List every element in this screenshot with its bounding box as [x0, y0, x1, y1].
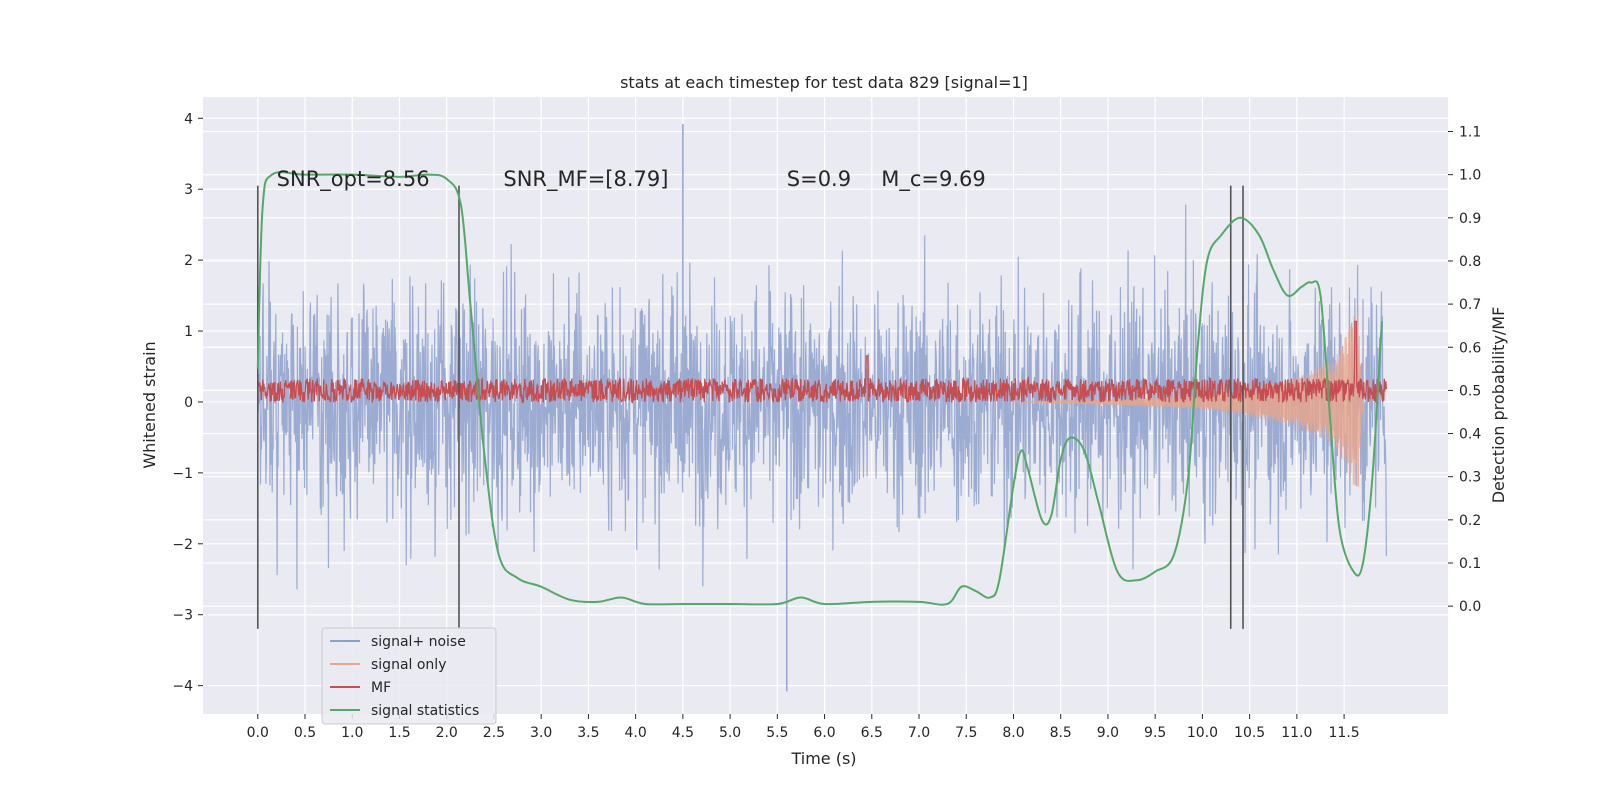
legend: signal+ noise signal only MF signal stat…: [321, 627, 497, 725]
x-tick-label: 6.0: [813, 725, 835, 741]
x-tick-label: 0.0: [247, 725, 269, 741]
x-tick-label: 3.0: [530, 725, 552, 741]
signal-statistics-line: [256, 171, 1383, 606]
y-tick-label: −3: [172, 608, 193, 624]
x-tick-label: 9.0: [1097, 725, 1119, 741]
x-tick-label: 2.5: [483, 725, 505, 741]
signal-only-line: [1013, 310, 1364, 487]
y2-tick-label: 0.9: [1459, 211, 1481, 227]
annotation-text: S=0.9: [787, 167, 851, 191]
chart-title: stats at each timestep for test data 829…: [620, 73, 1028, 92]
x-tick-label: 1.5: [388, 725, 410, 741]
y2-tick-label: 1.0: [1459, 168, 1481, 184]
x-tick-label: 4.0: [624, 725, 646, 741]
x-tick-label: 7.5: [955, 725, 977, 741]
signal-only-series: [1013, 310, 1364, 487]
y2-tick-label: 0.2: [1459, 513, 1481, 529]
y2-tick-label: 0.3: [1459, 470, 1481, 486]
x-tick-label: 1.0: [341, 725, 363, 741]
y2-tick-label: 0.1: [1459, 556, 1481, 572]
x-tick-label: 5.5: [766, 725, 788, 741]
y-axis-label: Whitened strain: [140, 341, 159, 468]
x-tick-label: 8.0: [1002, 725, 1024, 741]
x-tick-label: 2.0: [436, 725, 458, 741]
x-tick-label: 5.0: [719, 725, 741, 741]
y-tick-label: −1: [172, 466, 193, 482]
legend-label-mf: MF: [371, 680, 391, 696]
vertical-markers: [256, 185, 1244, 629]
mf-line: [257, 320, 1387, 404]
annotation-text: M_c=9.69: [881, 167, 986, 192]
y2-tick-label: 0.7: [1459, 297, 1481, 313]
annotation-text: SNR_MF=[8.79]: [503, 167, 668, 192]
x-tick-label: 6.5: [861, 725, 883, 741]
y-tick-label: 2: [184, 253, 193, 269]
x-tick-label: 7.0: [908, 725, 930, 741]
signal-noise-series: [257, 123, 1387, 692]
x-tick-label: 10.0: [1187, 725, 1218, 741]
y2-tick-label: 0.5: [1459, 383, 1481, 399]
x-tick-label: 11.5: [1329, 725, 1360, 741]
legend-box: [321, 627, 497, 725]
x-tick-label: 11.0: [1281, 725, 1312, 741]
y-tick-label: −2: [172, 537, 193, 553]
x-tick-label: 0.5: [294, 725, 316, 741]
y-tick-label: 4: [184, 111, 193, 127]
annotation-text: SNR_opt=8.56: [277, 167, 430, 192]
y-tick-label: 1: [184, 324, 193, 340]
y-tick-label: −4: [172, 679, 193, 695]
x-axis-label: Time (s): [790, 749, 856, 768]
y2-tick-label: 0.8: [1459, 254, 1481, 270]
signal-statistics-series: [256, 171, 1383, 606]
y-tick-label: 0: [184, 395, 193, 411]
y2-axis-label: Detection probability/MF: [1489, 307, 1508, 504]
legend-label-signal-only: signal only: [371, 657, 446, 673]
signal-noise-line: [257, 204, 1387, 590]
legend-label-signal-noise: signal+ noise: [371, 634, 466, 650]
x-tick-label: 4.5: [672, 725, 694, 741]
y2-tick-label: 1.1: [1459, 125, 1481, 141]
x-tick-label: 10.5: [1234, 725, 1265, 741]
y2-tick-label: 0.6: [1459, 340, 1481, 356]
x-tick-label: 8.5: [1050, 725, 1072, 741]
legend-label-signal-statistics: signal statistics: [371, 703, 479, 719]
y2-tick-label: 0.4: [1459, 427, 1481, 443]
annotations: SNR_opt=8.56 SNR_MF=[8.79] S=0.9 M_c=9.69: [277, 167, 986, 192]
x-tick-label: 9.5: [1144, 725, 1166, 741]
mf-series: [257, 320, 1387, 404]
axis-ticks: 0.0 0.5 1.0 1.5 2.0 2.5 3.0 3.5 4.0 4.5 5.0 5.5 6.0 6…: [172, 111, 1481, 741]
x-tick-label: 3.5: [577, 725, 599, 741]
y2-tick-label: 0.0: [1459, 599, 1481, 615]
y-tick-label: 3: [184, 182, 193, 198]
